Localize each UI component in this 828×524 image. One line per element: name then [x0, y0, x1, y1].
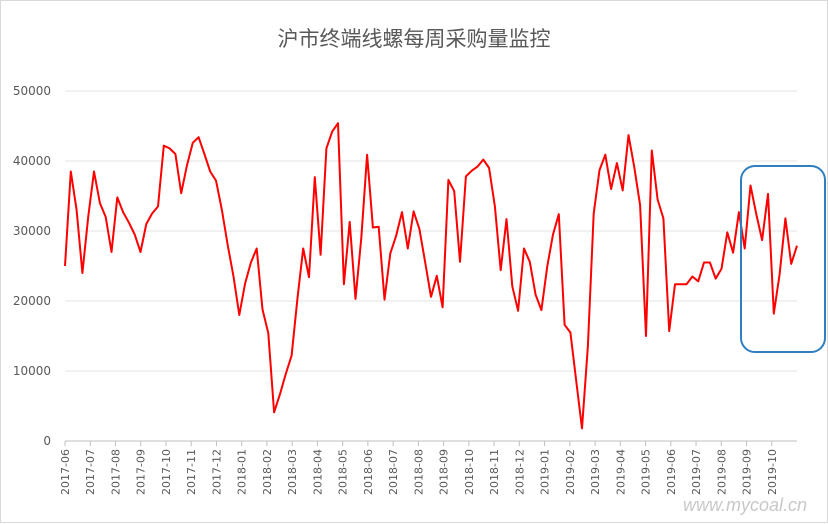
- x-tick-label: 2019-04: [614, 449, 627, 495]
- x-tick-label: 2018-05: [337, 449, 350, 495]
- x-tick-label: 2019-08: [715, 449, 728, 495]
- x-tick-label: 2017-07: [84, 449, 97, 495]
- x-tick-label: 2017-09: [135, 449, 148, 495]
- y-axis: 0 10000 20000 30000 40000 50000: [13, 84, 51, 448]
- series-line: [64, 122, 798, 430]
- x-tick-label: 2019-05: [640, 449, 653, 495]
- y-tick-label: 0: [43, 434, 51, 448]
- x-tick-label: 2018-03: [286, 449, 299, 495]
- x-tick-label: 2017-08: [109, 449, 122, 495]
- x-tick-label: 2018-01: [236, 449, 249, 495]
- x-tick-label: 2018-12: [513, 449, 526, 495]
- highlight-annotation: [740, 165, 826, 353]
- y-tick-label: 10000: [13, 364, 51, 378]
- highlight-box: [740, 165, 826, 353]
- x-tick-label: 2017-10: [160, 449, 173, 495]
- gridlines: [65, 90, 797, 442]
- x-tick-label: 2018-11: [488, 449, 501, 495]
- y-tick-label: 30000: [13, 224, 51, 238]
- x-tick-label: 2018-02: [261, 449, 274, 495]
- x-tick-label: 2018-09: [438, 449, 451, 495]
- x-tick-label: 2019-06: [665, 449, 678, 495]
- x-tick-label: 2019-02: [564, 449, 577, 495]
- x-tick-label: 2017-12: [210, 449, 223, 495]
- chart-title: 沪市终端线螺每周采购量监控: [277, 27, 551, 51]
- x-tick-label: 2018-04: [311, 449, 324, 495]
- x-axis: 2017-06 2017-07 2017-08 2017-09 2017-10 2017-…: [59, 441, 779, 495]
- x-tick-label: 2019-03: [589, 449, 602, 495]
- x-tick-label: 2017-11: [185, 449, 198, 495]
- y-tick-label: 40000: [13, 154, 51, 168]
- y-tick-label: 20000: [13, 294, 51, 308]
- x-tick-label: 2019-01: [539, 449, 552, 495]
- x-tick-label: 2018-06: [362, 449, 375, 495]
- x-tick-label: 2019-09: [741, 449, 754, 495]
- y-tick-label: 50000: [13, 84, 51, 98]
- x-tick-label: 2018-10: [463, 449, 476, 495]
- watermark: www.mycoal.cn: [682, 495, 807, 515]
- x-tick-label: 2018-08: [412, 449, 425, 495]
- x-tick-label: 2019-07: [690, 449, 703, 495]
- series-lines: [64, 122, 798, 430]
- x-tick-label: 2018-07: [387, 449, 400, 495]
- x-tick-label: 2019-10: [766, 449, 779, 495]
- x-tick-label: 2017-06: [59, 449, 72, 495]
